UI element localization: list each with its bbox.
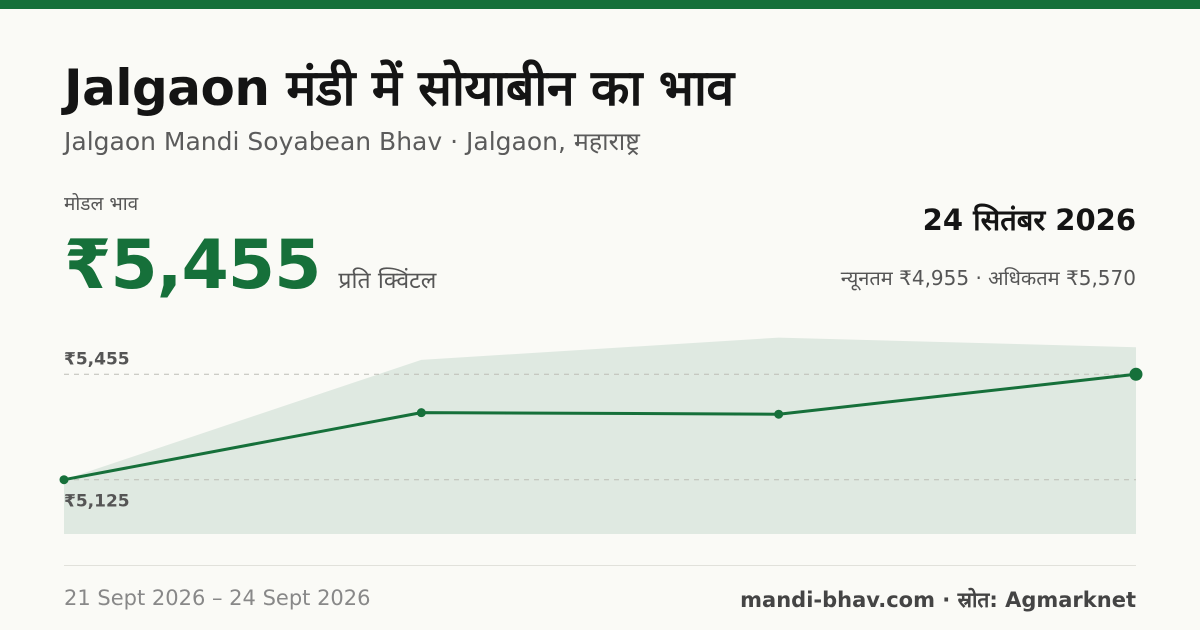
reference-label: ₹5,125 [64, 492, 130, 512]
price-unit: प्रति क्विंटल [338, 268, 437, 294]
price-point [59, 475, 69, 485]
price-label: मोडल भाव [64, 193, 139, 215]
price-row: ₹5,455 प्रति क्विंटल [64, 226, 436, 305]
top-accent-bar [0, 0, 1200, 9]
min-max-band [64, 337, 1136, 534]
footer-divider [64, 565, 1136, 566]
price-point [416, 408, 426, 418]
page-title: Jalgaon मंडी में सोयाबीन का भाव [64, 59, 734, 117]
source-credit: mandi-bhav.com · स्रोत: Agmarknet [740, 588, 1136, 612]
reference-lines: ₹5,455 ₹5,125 [64, 349, 1136, 512]
latest-price-point [1129, 367, 1143, 381]
price-points [59, 367, 1143, 485]
reference-label: ₹5,455 [64, 349, 130, 369]
date-range: 21 Sept 2026 – 24 Sept 2026 [64, 586, 371, 610]
model-price-value: ₹5,455 [64, 226, 321, 305]
price-trend-chart: ₹5,455 ₹5,125 [59, 337, 1143, 534]
price-line [63, 372, 1137, 482]
page-subtitle: Jalgaon Mandi Soyabean Bhav · Jalgaon, म… [64, 127, 640, 156]
price-date: 24 सितंबर 2026 [922, 203, 1136, 237]
min-max-price: न्यूनतम ₹4,955 · अधिकतम ₹5,570 [840, 266, 1136, 290]
price-point [774, 409, 784, 419]
